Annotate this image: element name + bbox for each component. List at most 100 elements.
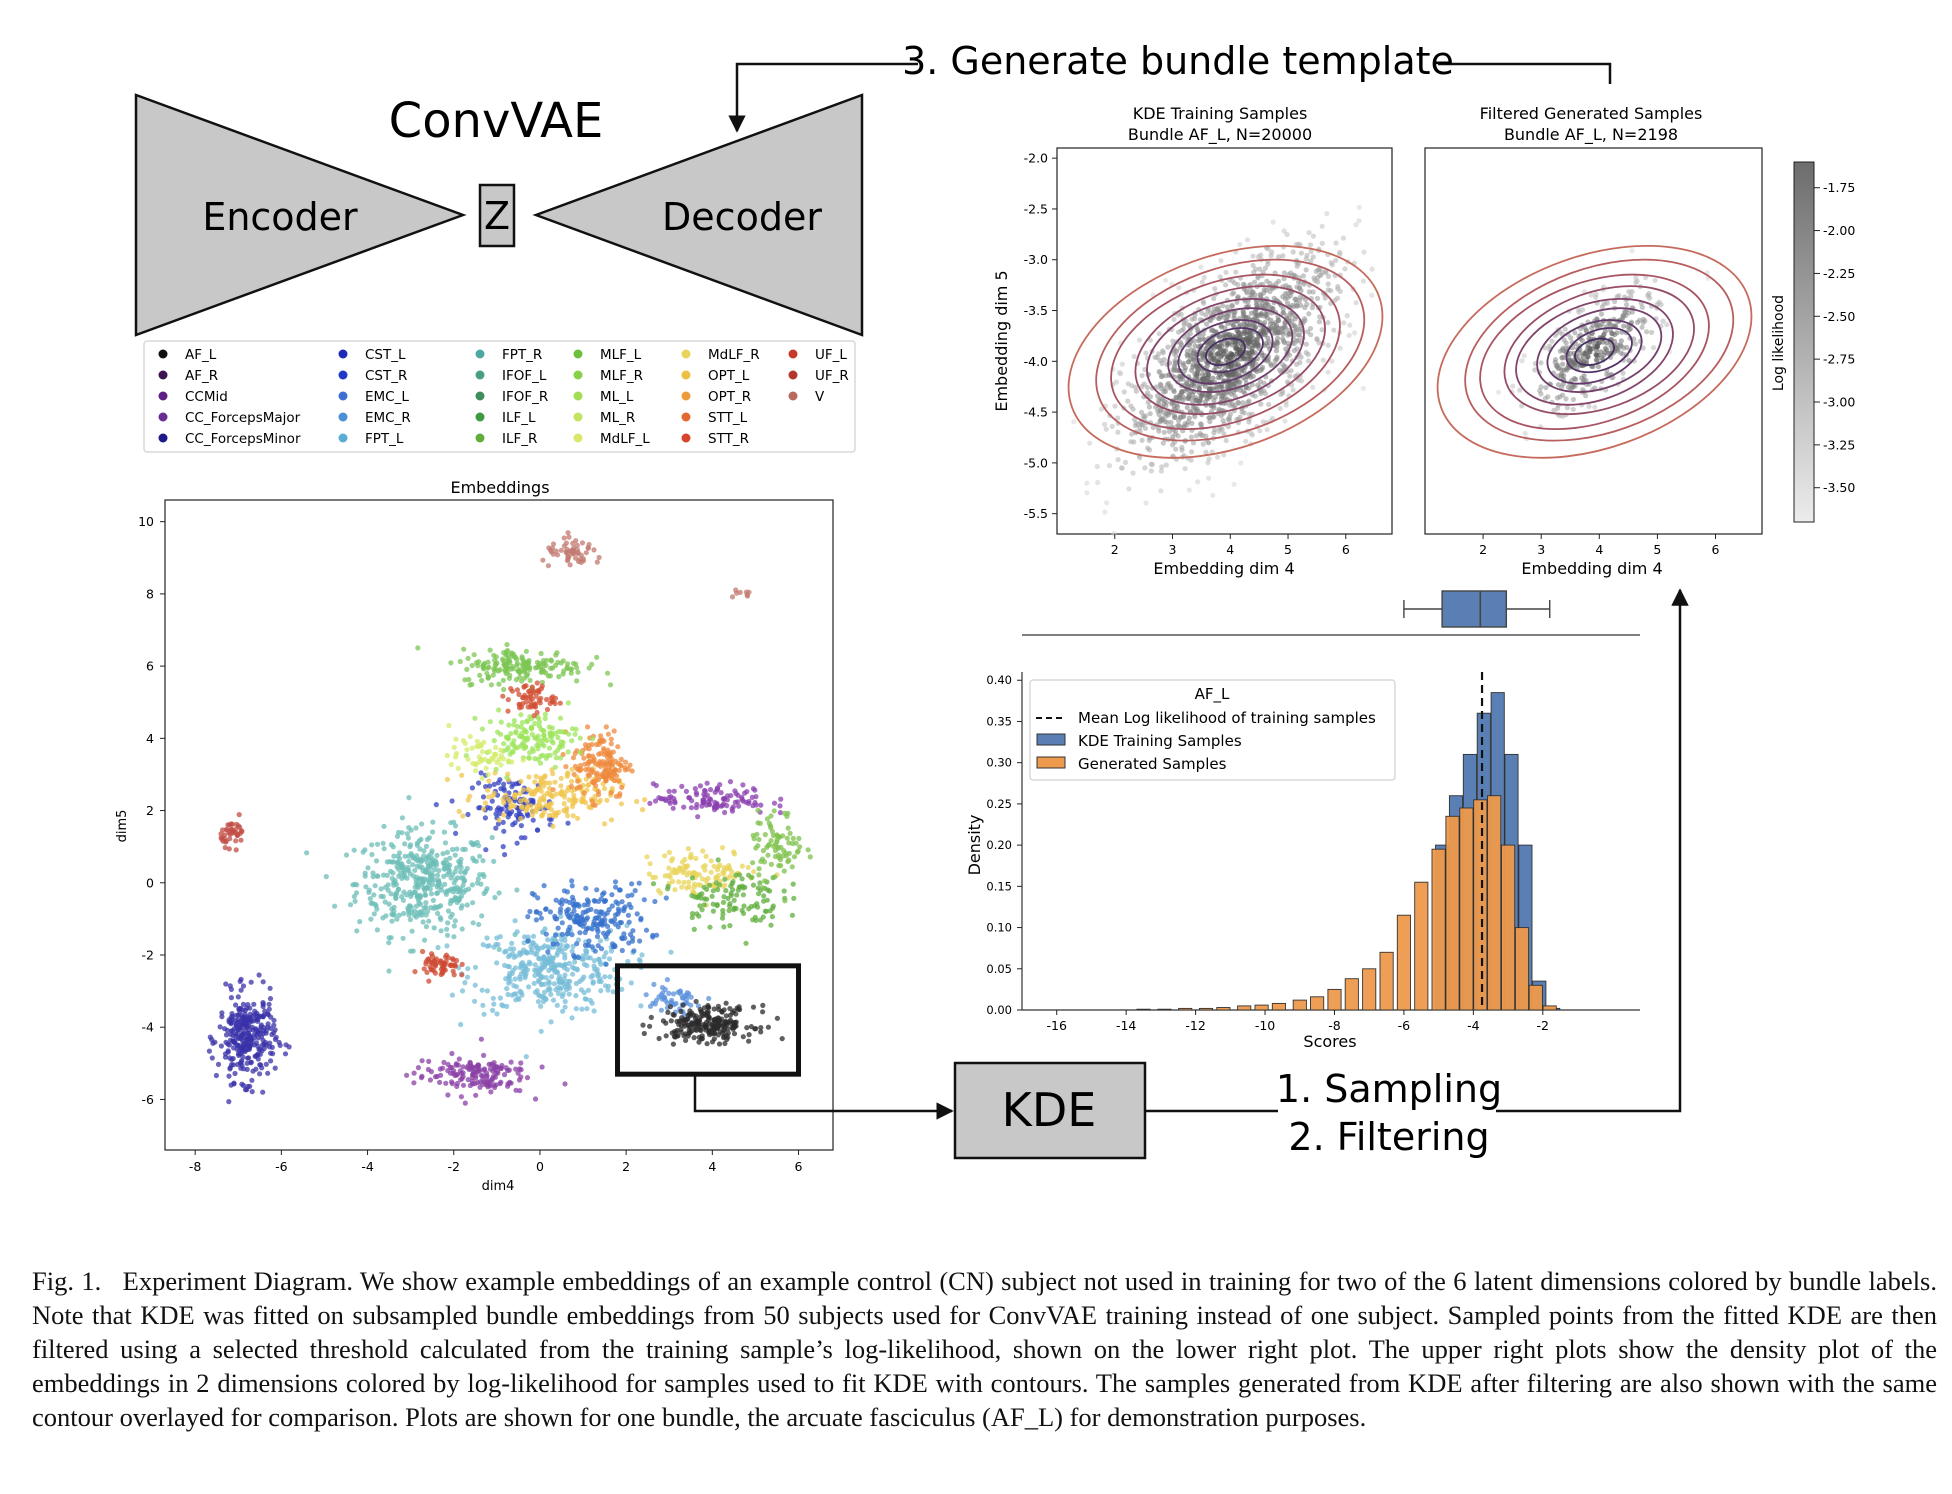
embedding-point — [746, 798, 752, 805]
embedding-point — [536, 799, 543, 805]
legend-label-v: V — [815, 389, 825, 405]
embedding-point — [650, 934, 656, 940]
embedding-point — [430, 897, 436, 904]
embedding-point — [271, 1022, 277, 1028]
embedding-point — [265, 1011, 271, 1017]
embedding-point — [646, 871, 652, 877]
embedding-point — [212, 1039, 218, 1045]
embedding-point — [595, 943, 601, 949]
encoder-shape — [134, 93, 467, 337]
embedding-point — [696, 872, 703, 878]
embedding-point — [448, 660, 454, 666]
embedding-point — [605, 670, 611, 676]
embedding-point — [709, 893, 715, 899]
embedding-point — [473, 858, 479, 864]
sample-point — [1087, 440, 1093, 446]
embedding-point — [237, 1051, 243, 1057]
embedding-point — [238, 1059, 244, 1065]
embedding-point — [453, 754, 459, 760]
embedding-point — [423, 924, 429, 930]
embedding-point — [505, 708, 511, 714]
embedding-point — [367, 896, 373, 902]
sample-point — [1129, 383, 1135, 389]
sample-point — [1139, 437, 1145, 443]
embedding-point — [481, 1011, 487, 1017]
sample-point — [1266, 401, 1272, 408]
embedding-point — [527, 677, 533, 684]
embedding-point — [693, 855, 699, 862]
embedding-point — [362, 847, 368, 853]
sample-point — [1268, 305, 1274, 311]
embedding-point — [389, 918, 395, 924]
sample-point — [1119, 361, 1125, 367]
embedding-point — [451, 744, 457, 751]
embedding-point — [565, 820, 571, 826]
embedding-point — [505, 655, 511, 661]
legend-label-ml_r: ML_R — [600, 410, 635, 426]
embedding-point — [470, 855, 476, 861]
embedding-point — [739, 876, 745, 882]
sample-point — [1322, 295, 1328, 301]
embedding-point — [458, 1021, 464, 1028]
sample-point — [1280, 306, 1286, 312]
sample-point — [1192, 316, 1198, 322]
embedding-point — [501, 781, 507, 787]
embedding-point — [594, 915, 600, 921]
embedding-point — [237, 1045, 244, 1051]
embedding-point — [450, 889, 456, 895]
embedding-point — [611, 769, 617, 775]
embedding-point — [737, 589, 743, 596]
embedding-point — [222, 845, 228, 851]
embedding-point — [722, 809, 728, 816]
legend-label-opt_r: OPT_R — [708, 389, 751, 405]
embedding-point — [609, 785, 615, 792]
embedding-point — [602, 974, 608, 980]
sample-point — [1202, 383, 1208, 389]
sample-point — [1173, 348, 1180, 354]
embedding-point — [643, 992, 649, 998]
embedding-point — [731, 849, 737, 855]
embedding-point — [626, 940, 632, 946]
embedding-point — [608, 790, 614, 796]
sample-point — [1281, 338, 1287, 344]
sample-point — [1272, 357, 1278, 364]
embedding-point — [490, 672, 496, 678]
embedding-point — [618, 756, 624, 763]
embedding-point — [265, 1024, 271, 1030]
embedding-point — [534, 951, 540, 958]
embedding-point — [528, 943, 534, 950]
sample-point — [1255, 312, 1261, 318]
embedding-point — [559, 901, 565, 907]
sample-point — [1223, 437, 1229, 444]
embedding-point — [488, 1089, 494, 1095]
embedding-point — [447, 855, 453, 861]
sample-point — [1218, 374, 1224, 380]
embedding-point — [464, 666, 470, 673]
embedding-point — [426, 1058, 432, 1064]
embedding-point — [564, 889, 571, 895]
embedding-point — [591, 1008, 597, 1014]
embedding-point — [546, 812, 553, 819]
embedding-point — [680, 1002, 686, 1008]
embedding-point — [491, 944, 497, 950]
embedding-point — [467, 1082, 473, 1089]
legend-marker-emc_r — [338, 412, 348, 422]
sample-point — [1206, 385, 1212, 392]
sample-point — [1304, 301, 1310, 307]
legend-marker-opt_r — [681, 391, 691, 401]
sample-point — [1131, 439, 1137, 445]
embedding-point — [464, 902, 470, 908]
embedding-point — [640, 1022, 646, 1028]
embedding-point — [386, 901, 392, 907]
embedding-point — [524, 1075, 531, 1081]
embedding-point — [518, 1074, 524, 1080]
embedding-point — [353, 890, 360, 896]
embedding-point — [643, 927, 650, 933]
embedding-point — [566, 534, 572, 540]
legend-label-ilf_l: ILF_L — [502, 410, 536, 426]
embedding-point — [434, 872, 441, 878]
embedding-point — [369, 842, 375, 848]
sample-point — [1316, 340, 1322, 346]
embedding-point — [404, 831, 410, 837]
sample-point — [1163, 373, 1169, 379]
